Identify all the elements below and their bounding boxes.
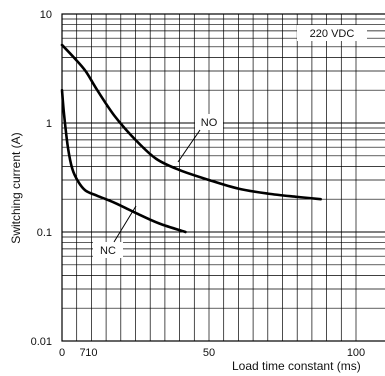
- series-label-nc: NC: [100, 245, 116, 257]
- chart-grid: [62, 14, 385, 342]
- y-tick-label: 1: [46, 118, 52, 130]
- x-tick-label: 7: [80, 347, 86, 359]
- series-label-nc-box: [93, 242, 123, 258]
- series-label-no-box: [195, 114, 223, 130]
- series-layer: [60, 43, 323, 234]
- plot-frame: [61, 13, 385, 342]
- voltage-annotation: 220 VDC: [310, 28, 355, 40]
- y-tick-labels: 10 1 0.1 0.01: [31, 9, 52, 348]
- x-tick-labels: 0 7 10 50 100: [59, 347, 365, 359]
- x-tick-label: 100: [347, 347, 365, 359]
- y-tick-label: 0.1: [37, 227, 52, 239]
- x-axis-label: Load time constant (ms): [232, 359, 361, 373]
- y-tick-label: 10: [40, 9, 52, 21]
- x-tick-label: 50: [203, 347, 215, 359]
- label-layer: 220 VDC NO NC: [93, 25, 367, 258]
- voltage-annotation-box: [297, 25, 367, 41]
- x-tick-label: 10: [85, 347, 97, 359]
- leader-line-nc: [113, 205, 137, 243]
- y-axis-label: Switching current (A): [9, 132, 23, 243]
- y-tick-label: 0.01: [31, 336, 52, 348]
- series-line-no: [60, 43, 323, 201]
- x-tick-label: 0: [59, 347, 65, 359]
- series-line-nc: [60, 88, 187, 234]
- series-label-no: NO: [201, 117, 218, 129]
- leader-line-no: [177, 129, 201, 163]
